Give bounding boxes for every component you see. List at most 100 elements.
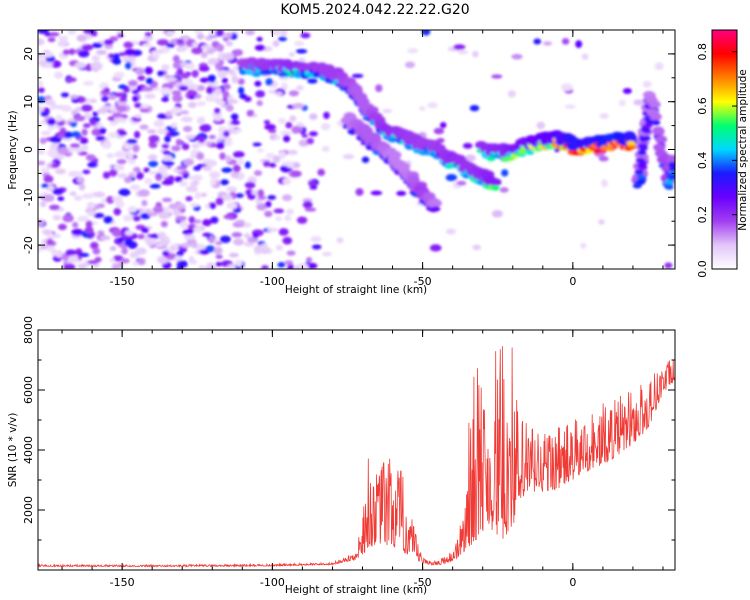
heatmap-cell bbox=[221, 194, 233, 201]
heatmap-cell bbox=[654, 62, 664, 71]
heatmap-cell bbox=[230, 120, 241, 126]
heatmap-cell bbox=[462, 142, 473, 149]
heatmap-cell bbox=[51, 163, 60, 168]
heatmap-cell bbox=[118, 188, 131, 197]
heatmap-cell bbox=[81, 128, 88, 136]
heatmap-cell bbox=[198, 65, 210, 72]
spectrogram-heatmap bbox=[38, 30, 675, 269]
heatmap-cell bbox=[308, 131, 318, 137]
heatmap-cell bbox=[116, 131, 128, 136]
heatmap-cell bbox=[235, 193, 244, 198]
heatmap-cell bbox=[511, 53, 523, 60]
heatmap-cell bbox=[183, 158, 195, 166]
heatmap-cell bbox=[172, 94, 183, 103]
heatmap-cell bbox=[181, 72, 190, 79]
heatmap-cell bbox=[653, 143, 666, 152]
heatmap-cell bbox=[281, 194, 293, 202]
heatmap-cell bbox=[171, 244, 179, 249]
heatmap-cell bbox=[232, 164, 241, 173]
heatmap-cell bbox=[261, 265, 269, 269]
heatmap-cell bbox=[143, 167, 150, 173]
heatmap-cell bbox=[40, 201, 47, 208]
heatmap-cell bbox=[38, 219, 45, 228]
heatmap-cell bbox=[575, 40, 583, 48]
tick-label: -150 bbox=[110, 275, 135, 288]
heatmap-cell bbox=[171, 145, 181, 152]
heatmap-cell bbox=[114, 150, 127, 158]
heatmap-cell bbox=[179, 180, 188, 187]
heatmap-cell bbox=[648, 100, 661, 109]
heatmap-cell bbox=[215, 197, 224, 206]
heatmap-cell bbox=[146, 240, 156, 247]
tick-label: 0 bbox=[569, 576, 576, 589]
heatmap-cell bbox=[176, 260, 188, 268]
heatmap-cell bbox=[161, 180, 174, 186]
heatmap-cell bbox=[655, 135, 668, 144]
heatmap-cell bbox=[213, 246, 223, 255]
tick-label: -100 bbox=[260, 275, 285, 288]
heatmap-cell bbox=[666, 154, 675, 163]
heatmap-cell bbox=[664, 262, 673, 269]
colorbar-gradient bbox=[711, 29, 738, 270]
heatmap-cell bbox=[68, 48, 76, 55]
heatmap-cell bbox=[309, 185, 318, 190]
heatmap-cell bbox=[278, 228, 289, 236]
heatmap-cell bbox=[651, 120, 661, 126]
heatmap-cell bbox=[215, 261, 222, 267]
heatmap-cell bbox=[38, 80, 44, 87]
heatmap-cell bbox=[153, 119, 165, 128]
heatmap-cell bbox=[111, 262, 121, 269]
heatmap-cell bbox=[126, 139, 138, 144]
heatmap-cell bbox=[124, 238, 134, 247]
heatmap-cell bbox=[206, 262, 215, 269]
heatmap-cell bbox=[231, 75, 240, 84]
heatmap-cell bbox=[187, 89, 195, 97]
heatmap-cell bbox=[285, 121, 293, 129]
heatmap-cell bbox=[141, 86, 154, 92]
heatmap-cell bbox=[175, 203, 186, 209]
heatmap-cell bbox=[210, 216, 219, 224]
heatmap-cell bbox=[668, 162, 675, 168]
heatmap-cell bbox=[73, 195, 83, 201]
heatmap-cell bbox=[370, 190, 383, 196]
heatmap-cell bbox=[222, 52, 235, 61]
tick-label: 20 bbox=[22, 47, 35, 61]
heatmap-cell bbox=[321, 251, 332, 257]
heatmap-cell bbox=[40, 131, 51, 136]
heatmap-cell bbox=[171, 122, 178, 129]
heatmap-cell bbox=[342, 153, 355, 160]
tick-label: 6000 bbox=[22, 376, 35, 404]
heatmap-cell bbox=[59, 127, 67, 135]
heatmap-cell bbox=[286, 208, 294, 215]
heatmap-cell bbox=[78, 50, 90, 58]
snr-x-axis-label: Height of straight line (km) bbox=[285, 584, 427, 596]
heatmap-cell bbox=[54, 168, 66, 175]
heatmap-cell bbox=[160, 46, 171, 54]
heatmap-cell bbox=[306, 256, 313, 263]
heatmap-cell bbox=[118, 97, 128, 102]
heatmap-cell bbox=[235, 219, 246, 225]
heatmap-cell bbox=[81, 144, 89, 151]
heatmap-cell bbox=[491, 185, 500, 191]
heatmap-cell bbox=[124, 61, 132, 70]
tick-label: -150 bbox=[110, 576, 135, 589]
heatmap-cell bbox=[224, 138, 233, 147]
heatmap-cell bbox=[129, 85, 136, 91]
heatmap-cell bbox=[71, 131, 81, 138]
heatmap-cell bbox=[118, 52, 128, 57]
heatmap-cell bbox=[93, 191, 106, 198]
heatmap-cell bbox=[280, 82, 289, 91]
heatmap-cell bbox=[87, 161, 98, 168]
heatmap-cell bbox=[147, 211, 158, 217]
heatmap-cell bbox=[200, 51, 208, 59]
heatmap-cell bbox=[205, 36, 213, 41]
heatmap-cell bbox=[664, 179, 674, 185]
heatmap-cell bbox=[101, 141, 112, 149]
heatmap-cell bbox=[168, 203, 177, 210]
heatmap-cell bbox=[144, 208, 152, 213]
heatmap-cell bbox=[243, 233, 251, 239]
heatmap-cell bbox=[38, 96, 47, 103]
heatmap-cell bbox=[649, 112, 662, 121]
heatmap-cell bbox=[218, 69, 228, 77]
